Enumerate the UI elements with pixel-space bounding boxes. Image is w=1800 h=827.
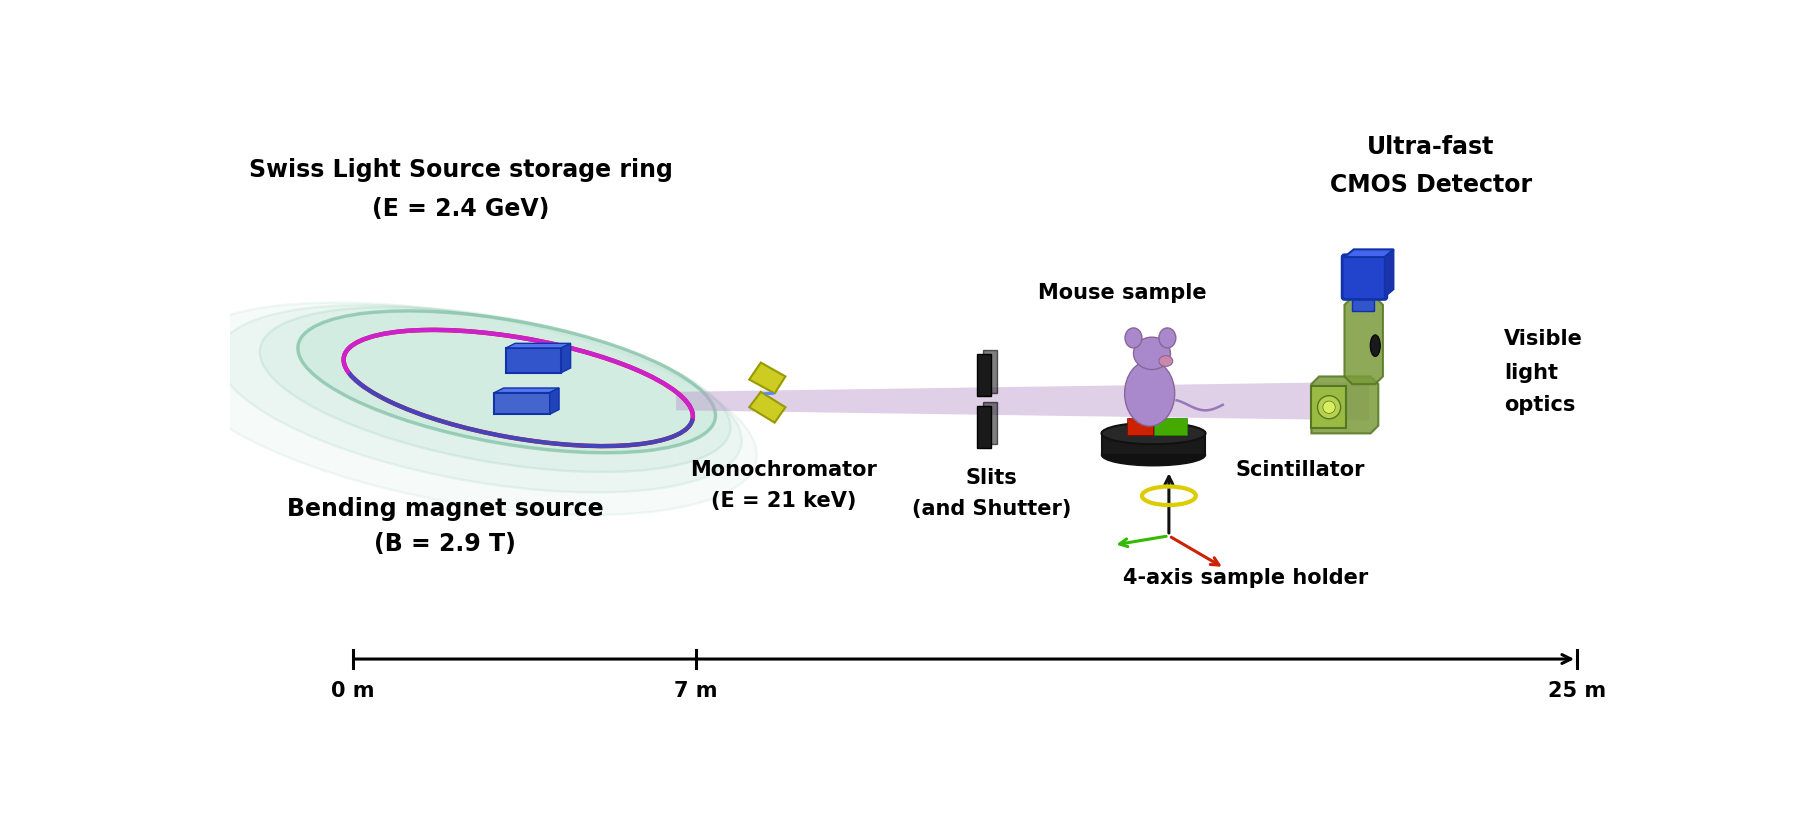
Polygon shape (1384, 250, 1393, 297)
FancyBboxPatch shape (1154, 418, 1186, 435)
FancyBboxPatch shape (495, 393, 549, 414)
FancyBboxPatch shape (506, 348, 562, 373)
Ellipse shape (1370, 335, 1381, 356)
Text: CMOS Detector: CMOS Detector (1330, 174, 1532, 198)
Text: 4-axis sample holder: 4-axis sample holder (1123, 568, 1368, 588)
Polygon shape (562, 343, 571, 373)
Ellipse shape (1159, 328, 1175, 348)
FancyBboxPatch shape (1127, 418, 1152, 435)
Ellipse shape (1318, 395, 1341, 418)
FancyBboxPatch shape (1343, 255, 1386, 299)
Polygon shape (749, 392, 785, 423)
Polygon shape (506, 343, 571, 348)
Ellipse shape (1323, 401, 1336, 414)
Text: (B = 2.9 T): (B = 2.9 T) (374, 532, 517, 556)
Ellipse shape (1159, 356, 1174, 366)
Polygon shape (749, 362, 785, 394)
FancyBboxPatch shape (977, 406, 992, 448)
Ellipse shape (173, 303, 756, 515)
Ellipse shape (218, 305, 742, 492)
Text: Slits: Slits (967, 468, 1017, 488)
Text: Bending magnet source: Bending magnet source (286, 497, 603, 521)
Ellipse shape (297, 311, 716, 452)
Text: 7 m: 7 m (673, 681, 716, 700)
Text: Ultra-fast: Ultra-fast (1366, 135, 1494, 159)
Polygon shape (549, 388, 560, 414)
Polygon shape (1345, 250, 1393, 257)
Ellipse shape (1134, 337, 1170, 370)
FancyBboxPatch shape (1352, 294, 1373, 311)
Text: (E = 21 keV): (E = 21 keV) (711, 491, 857, 511)
Text: optics: optics (1503, 395, 1575, 415)
Text: Monochromator: Monochromator (691, 461, 877, 480)
Text: 25 m: 25 m (1548, 681, 1606, 700)
FancyBboxPatch shape (1312, 385, 1346, 428)
FancyBboxPatch shape (977, 354, 992, 396)
FancyBboxPatch shape (983, 351, 997, 393)
Text: Mouse sample: Mouse sample (1039, 284, 1208, 304)
Ellipse shape (1125, 328, 1141, 348)
Polygon shape (677, 382, 1370, 420)
Ellipse shape (1102, 444, 1206, 466)
Text: (E = 2.4 GeV): (E = 2.4 GeV) (373, 197, 549, 221)
Polygon shape (1345, 297, 1382, 384)
Text: Swiss Light Source storage ring: Swiss Light Source storage ring (248, 158, 673, 182)
Text: light: light (1503, 362, 1557, 383)
Text: (and Shutter): (and Shutter) (913, 499, 1071, 519)
Polygon shape (495, 388, 560, 393)
Ellipse shape (1102, 423, 1206, 444)
Text: 0 m: 0 m (331, 681, 374, 700)
FancyBboxPatch shape (983, 402, 997, 444)
Polygon shape (1312, 376, 1379, 433)
Ellipse shape (1125, 361, 1175, 426)
FancyBboxPatch shape (1102, 432, 1206, 455)
Text: Visible: Visible (1503, 329, 1582, 350)
Ellipse shape (259, 307, 731, 472)
Text: Scintillator: Scintillator (1235, 461, 1364, 480)
